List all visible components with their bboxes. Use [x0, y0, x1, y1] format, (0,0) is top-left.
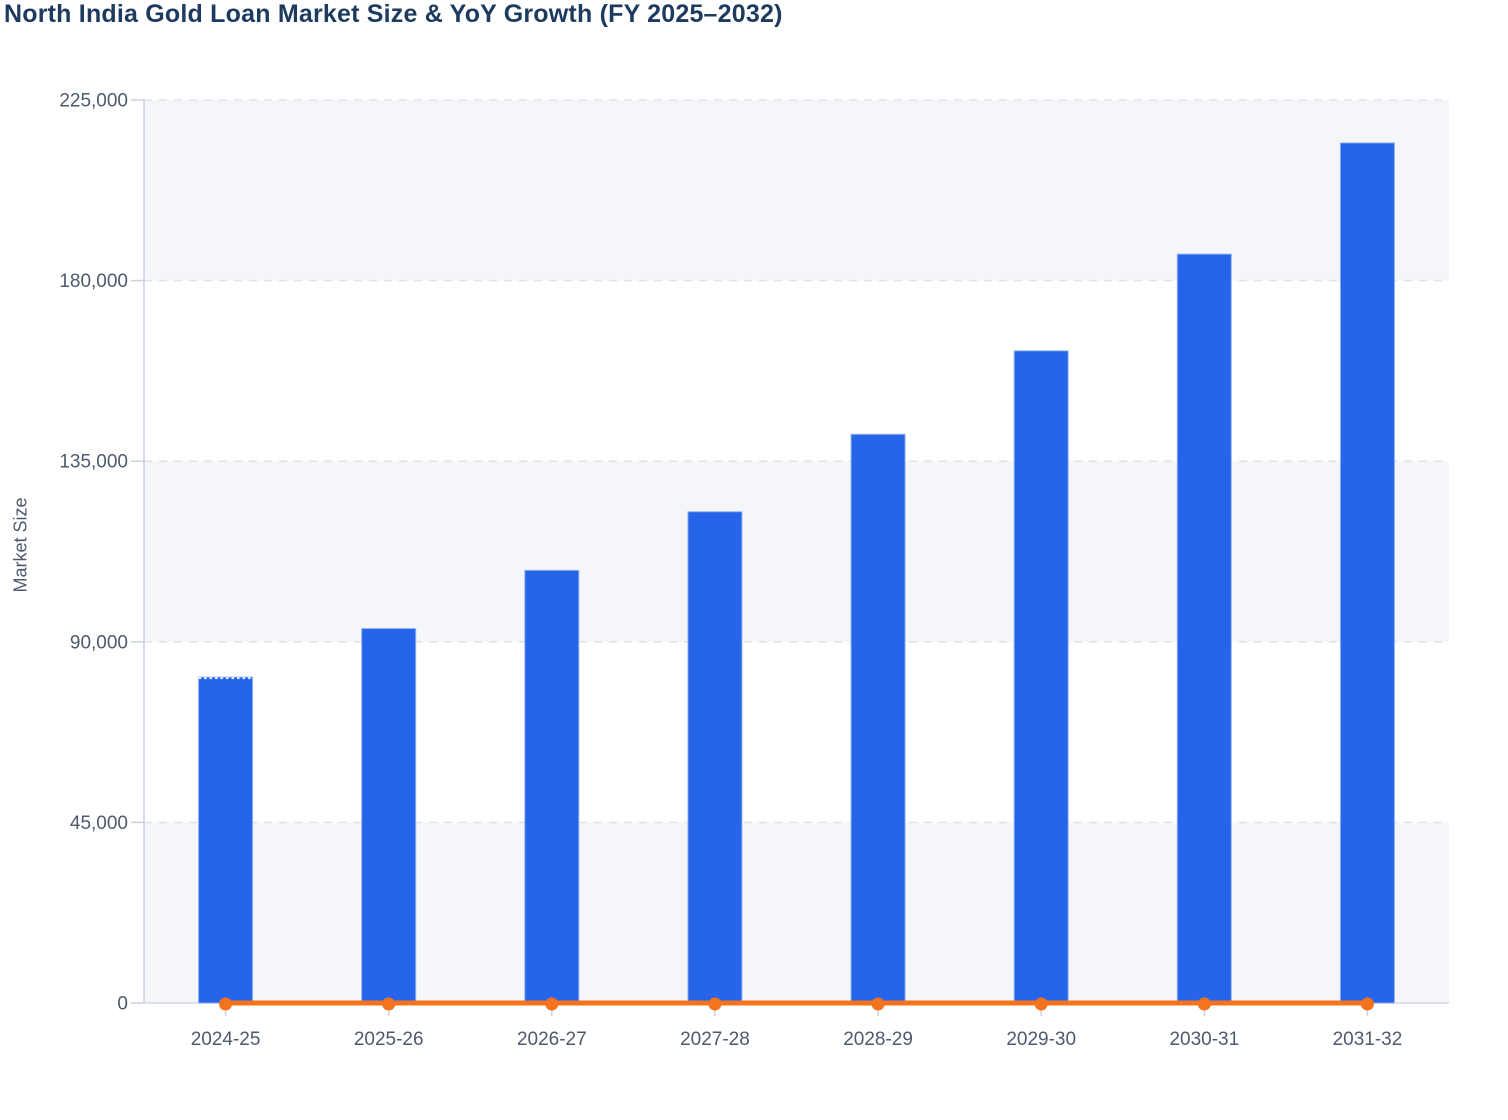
yoy-growth-marker — [382, 997, 396, 1011]
bar — [687, 511, 743, 1004]
y-tick-label: 180,000 — [59, 271, 128, 292]
bar — [1013, 350, 1069, 1004]
bar — [361, 628, 417, 1004]
bar — [198, 676, 254, 1004]
bar — [1339, 142, 1395, 1004]
y-tick-label: 225,000 — [59, 91, 128, 112]
yoy-growth-marker — [219, 997, 233, 1011]
y-tick-label: 90,000 — [70, 632, 128, 653]
chart-title: North India Gold Loan Market Size & YoY … — [4, 0, 783, 28]
y-tick-label: 0 — [117, 994, 128, 1015]
yoy-growth-marker — [545, 997, 559, 1011]
yoy-growth-marker — [1360, 997, 1374, 1011]
x-tick-label: 2026-27 — [517, 1029, 587, 1050]
yoy-growth-marker — [1034, 997, 1048, 1011]
bar — [524, 569, 580, 1004]
x-tick-label: 2031-32 — [1333, 1029, 1403, 1050]
plot-band — [144, 100, 1449, 281]
yoy-growth-marker — [871, 997, 885, 1011]
x-tick-label: 2029-30 — [1006, 1029, 1076, 1050]
y-tick-label: 45,000 — [70, 813, 128, 834]
x-tick-label: 2028-29 — [843, 1029, 913, 1050]
x-tick-label: 2027-28 — [680, 1029, 750, 1050]
y-tick-label: 135,000 — [59, 452, 128, 473]
x-tick-label: 2024-25 — [191, 1029, 261, 1050]
plot-band — [144, 822, 1449, 1003]
yoy-growth-marker — [1197, 997, 1211, 1011]
plot-band — [144, 461, 1449, 642]
bar — [850, 433, 906, 1004]
yoy-growth-marker — [708, 997, 722, 1011]
x-tick-label: 2025-26 — [354, 1029, 424, 1050]
x-tick-label: 2030-31 — [1169, 1029, 1239, 1050]
bar — [1176, 253, 1232, 1004]
